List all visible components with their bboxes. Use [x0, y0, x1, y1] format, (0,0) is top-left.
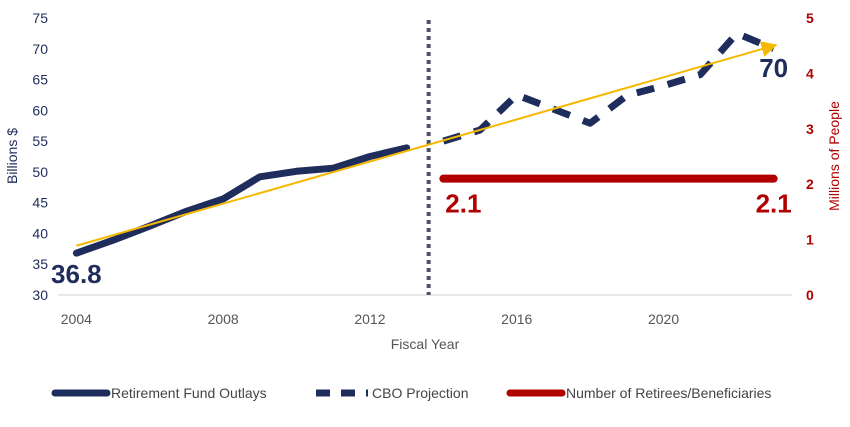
- left-axis-title: Billions $: [4, 128, 20, 184]
- left-tick-label: 30: [32, 287, 48, 303]
- x-axis-ticks: 2004 2008 2012 2016 2020: [61, 311, 680, 327]
- x-axis-title: Fiscal Year: [391, 336, 460, 352]
- x-tick-label: 2004: [61, 311, 92, 327]
- data-label: 2.1: [756, 189, 792, 219]
- left-tick-label: 60: [32, 102, 48, 118]
- right-tick-label: 3: [806, 121, 814, 137]
- left-tick-label: 75: [32, 10, 48, 26]
- left-tick-label: 40: [32, 225, 48, 241]
- trendline-layer: [76, 41, 778, 247]
- left-axis-ticks: 30 35 40 45 50 55 60 65 70 75: [32, 10, 48, 303]
- legend-label-2: CBO Projection: [372, 385, 468, 401]
- series-line-1: [72, 144, 411, 257]
- right-tick-label: 2: [806, 176, 814, 192]
- x-tick-label: 2016: [501, 311, 532, 327]
- right-tick-label: 0: [806, 287, 814, 303]
- data-label: 36.8: [51, 259, 102, 289]
- right-tick-label: 4: [806, 65, 814, 81]
- right-axis-ticks: 0 1 2 3 4 5: [806, 10, 814, 303]
- series-line-2: [442, 29, 776, 145]
- right-tick-label: 1: [806, 232, 814, 248]
- annotation-layer: 36.8 70 2.1 2.1: [51, 53, 792, 289]
- legend-label-1: Retirement Fund Outlays: [111, 385, 267, 401]
- data-label: 70: [759, 53, 788, 83]
- left-tick-label: 70: [32, 41, 48, 57]
- left-tick-label: 65: [32, 72, 48, 88]
- trendline: [76, 41, 778, 247]
- right-tick-label: 5: [806, 10, 814, 26]
- data-label: 2.1: [445, 189, 481, 219]
- x-tick-label: 2020: [648, 311, 679, 327]
- left-tick-label: 50: [32, 164, 48, 180]
- legend-label-3: Number of Retirees/Beneficiaries: [566, 385, 771, 401]
- left-tick-label: 35: [32, 256, 48, 272]
- series-layer: [72, 29, 778, 257]
- x-tick-label: 2012: [354, 311, 385, 327]
- right-axis-title: Millions of People: [826, 101, 842, 211]
- left-tick-label: 45: [32, 195, 48, 211]
- left-tick-label: 55: [32, 133, 48, 149]
- legend: Retirement Fund Outlays CBO Projection Num…: [51, 385, 771, 401]
- x-tick-label: 2008: [208, 311, 239, 327]
